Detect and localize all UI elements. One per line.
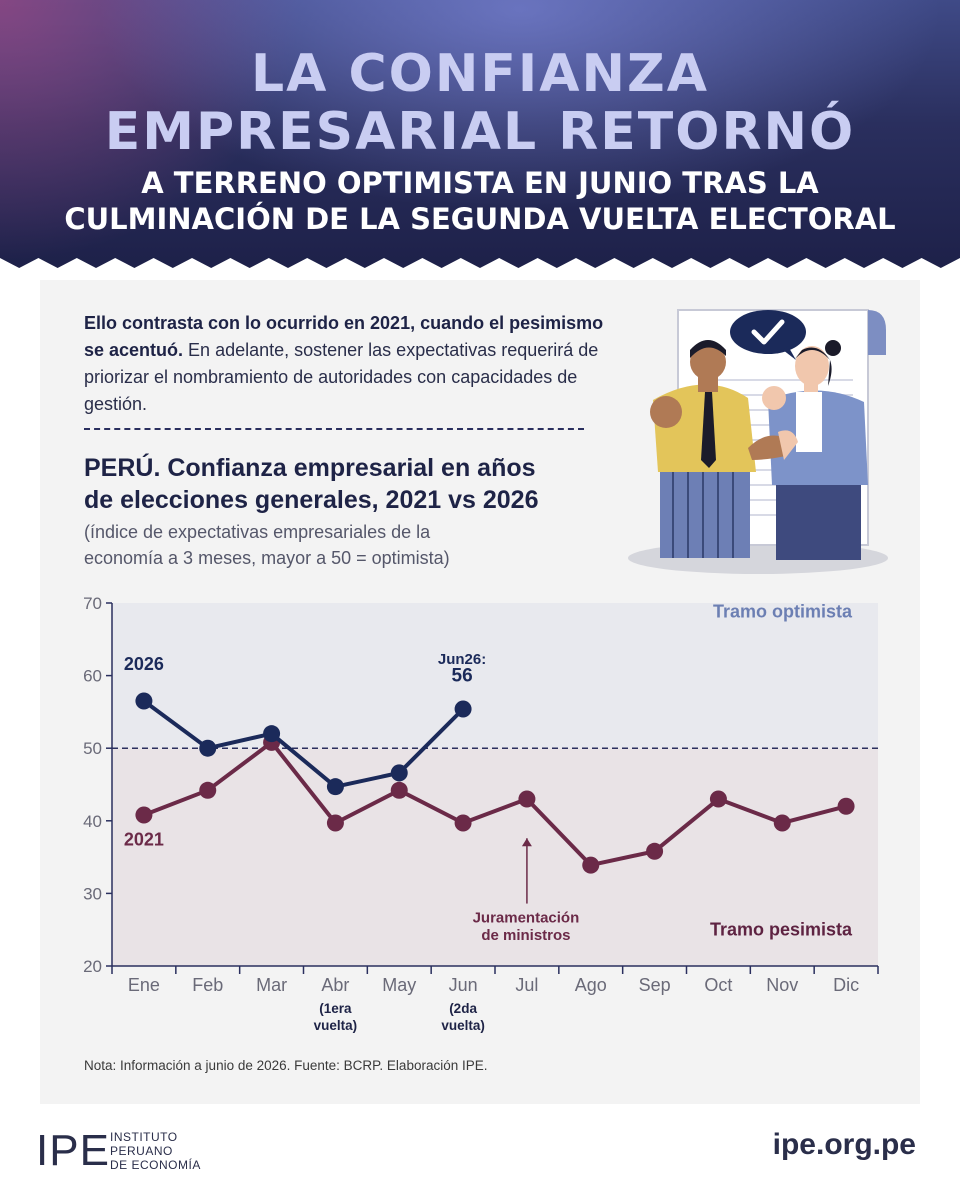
zone-pesimista <box>112 748 878 966</box>
website-link[interactable]: ipe.org.pe <box>772 1128 916 1161</box>
x-tick-label: Jun <box>449 975 478 995</box>
annotation-jun26-label: Jun26: <box>438 651 486 668</box>
y-tick-label: 70 <box>83 594 102 613</box>
x-tick-label: Ago <box>575 975 607 995</box>
y-tick-label: 60 <box>83 667 102 686</box>
data-point-2021 <box>454 814 472 832</box>
series-line-2021 <box>143 740 847 868</box>
zone-optimista-label: Tramo optimista <box>713 602 853 622</box>
y-ticks: 20 30 40 50 60 70 <box>83 594 112 976</box>
page-subtitle-line1: A TERRENO OPTIMISTA EN JUNIO TRAS LA <box>141 166 819 200</box>
x-tick-label: Abr <box>321 975 349 995</box>
data-point-2021 <box>646 842 664 860</box>
labels-layer: 2026 2021 Jun26: 56 Juramentación de min… <box>124 651 579 944</box>
series-layer <box>135 692 855 874</box>
y-tick-label: 50 <box>83 739 102 758</box>
data-point-2026 <box>454 700 472 718</box>
chart-subtitle-line2: economía a 3 meses, mayor a 50 = optimis… <box>84 548 450 568</box>
annotation-arrow-head <box>521 838 532 847</box>
x-ticks: Ene Feb Mar Abr (1era vuelta) May Jun (2da vuelta… <box>111 966 879 1033</box>
data-point-2021 <box>390 781 408 799</box>
intro-bold-text: Ello contrasta con lo ocurrido en 2021, … <box>84 313 604 360</box>
y-tick-label: 40 <box>83 812 102 831</box>
x-tick-label: Sep <box>639 975 671 995</box>
data-point-2021 <box>518 790 536 808</box>
data-point-2021 <box>326 814 344 832</box>
y-tick-label: 30 <box>83 884 102 903</box>
annotation-jun26-value: 56 <box>452 665 473 686</box>
data-point-2021 <box>135 806 153 824</box>
data-point-2021 <box>773 814 791 832</box>
data-point-2021 <box>709 790 727 808</box>
x-tick-label: Nov <box>766 975 798 995</box>
page-title-line1: LA CONFIANZA <box>251 44 709 104</box>
x-tick-sublabel: vuelta) <box>441 1018 485 1033</box>
zone-pesimista-label: Tramo pesimista <box>710 920 853 940</box>
ipe-logo-text: INSTITUTO PERUANO DE ECONOMÍA <box>110 1130 201 1172</box>
logo-line1: INSTITUTO <box>110 1130 178 1144</box>
data-point-2021 <box>199 781 217 799</box>
x-tick-label: Ene <box>128 975 160 995</box>
woman-figure <box>748 340 868 560</box>
x-tick-label: Jul <box>515 975 538 995</box>
x-tick-sublabel: (2da <box>449 1001 477 1016</box>
intro-regular-text: En adelante, sostener las expectativas r… <box>84 340 599 414</box>
business-handshake-illustration <box>628 309 888 574</box>
x-tick-label: Dic <box>833 975 859 995</box>
logo-line2: PERUANO <box>110 1144 173 1158</box>
chart-subtitle: (índice de expectativas empresariales de… <box>84 519 604 571</box>
document-scroll <box>868 310 886 355</box>
data-point-2026 <box>263 725 281 743</box>
man-figure <box>650 340 756 558</box>
logo-line3: DE ECONOMÍA <box>110 1158 201 1172</box>
annotation-juramentacion-line1: Juramentación <box>473 909 580 926</box>
dashed-divider <box>84 428 584 430</box>
line-chart: Tramo optimista Tramo pesimista 20 30 40 50… <box>83 594 879 1033</box>
series-label-2026: 2026 <box>124 654 164 674</box>
footnote: Nota: Información a junio de 2026. Fuent… <box>84 1058 488 1073</box>
zone-optimista <box>112 603 878 749</box>
header-banner <box>0 0 960 268</box>
data-point-2026 <box>135 692 153 710</box>
x-tick-sublabel: vuelta) <box>314 1018 358 1033</box>
chart-title-line2: de elecciones generales, 2021 vs 2026 <box>84 486 539 514</box>
series-label-2021: 2021 <box>124 829 164 849</box>
data-point-2026 <box>326 778 344 796</box>
ipe-logo: IPE <box>36 1126 110 1175</box>
x-tick-label: Oct <box>704 975 732 995</box>
chart-title-line1: PERÚ. Confianza empresarial en años <box>84 454 536 482</box>
data-point-2021 <box>837 797 855 815</box>
page-subtitle-line2: CULMINACIÓN DE LA SEGUNDA VUELTA ELECTOR… <box>64 202 896 236</box>
page-title-line2: EMPRESARIAL RETORNÓ <box>104 102 856 162</box>
x-tick-sublabel: (1era <box>319 1001 352 1016</box>
y-tick-label: 20 <box>83 957 102 976</box>
data-point-2026 <box>390 764 408 782</box>
chart-subtitle-line1: (índice de expectativas empresariales de… <box>84 522 431 542</box>
data-point-2021 <box>582 856 600 874</box>
x-tick-label: May <box>382 975 416 995</box>
x-tick-label: Feb <box>192 975 223 995</box>
x-tick-label: Mar <box>256 975 287 995</box>
chart-title: PERÚ. Confianza empresarial en años de e… <box>84 452 624 516</box>
checkmark-speech-bubble-icon <box>730 310 806 360</box>
series-line-2026 <box>142 699 465 789</box>
annotation-juramentacion-line2: de ministros <box>481 927 570 944</box>
intro-paragraph: Ello contrasta con lo ocurrido en 2021, … <box>84 310 604 418</box>
data-point-2026 <box>199 739 217 757</box>
